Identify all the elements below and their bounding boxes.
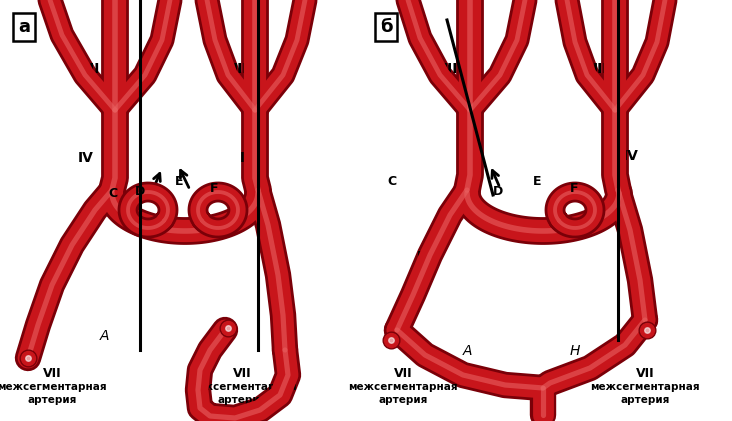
Text: F: F [570, 182, 578, 195]
Text: артерия: артерия [217, 395, 266, 405]
Text: VII: VII [635, 367, 654, 380]
Text: C: C [108, 187, 117, 200]
Text: артерия: артерия [27, 395, 77, 405]
Text: E: E [175, 175, 184, 188]
Text: VII: VII [42, 367, 61, 380]
Text: артерия: артерия [620, 395, 670, 405]
Text: H: H [570, 344, 580, 358]
Text: б: б [380, 18, 392, 36]
Text: I: I [212, 349, 216, 363]
Text: VII: VII [394, 367, 412, 380]
Text: C: C [387, 175, 396, 188]
Text: III: III [84, 62, 100, 76]
Text: а: а [18, 18, 30, 36]
Text: межсегментарная: межсегментарная [590, 382, 700, 392]
Text: артерия: артерия [378, 395, 427, 405]
Text: III: III [592, 62, 608, 76]
Text: E: E [533, 175, 542, 188]
Text: D: D [493, 185, 504, 198]
Text: F: F [210, 182, 218, 195]
Text: межсегментарная: межсегментарная [348, 382, 458, 392]
Text: G: G [630, 255, 640, 268]
Text: G: G [272, 258, 283, 271]
Text: B: B [417, 250, 427, 263]
Text: межсегментарная: межсегментарная [0, 382, 107, 392]
Text: IV: IV [240, 151, 256, 165]
Text: VII: VII [233, 367, 251, 380]
Text: IV: IV [623, 149, 639, 163]
Text: III: III [442, 62, 458, 76]
Text: A: A [100, 329, 110, 343]
Text: B: B [62, 248, 72, 261]
Text: IV: IV [78, 151, 94, 165]
Text: D: D [135, 185, 145, 198]
Text: III: III [232, 62, 247, 76]
Text: межсегментарная: межсегментарная [187, 382, 296, 392]
Text: A: A [463, 344, 472, 358]
